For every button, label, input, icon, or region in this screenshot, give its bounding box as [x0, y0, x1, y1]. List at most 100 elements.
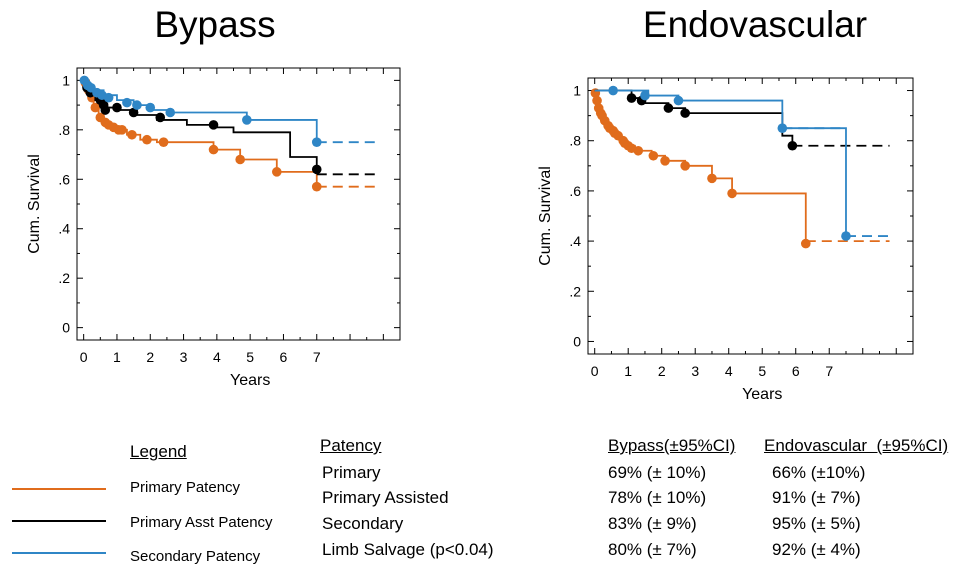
endovascular-chart: 0 1 2 3 4 5 6 7 0 .2 .4 .6 .8 1 Years Cum. Survival	[537, 77, 914, 403]
chart-title-endovascular: Endovascular	[642, 4, 868, 45]
table-header-endovascular: Endovascular (±95%CI)	[764, 436, 949, 455]
censor-point-secondary-patency	[777, 123, 788, 133]
censor-point-primary-patency	[142, 134, 152, 145]
censor-point-secondary-patency	[122, 97, 132, 108]
table-cell-endovascular: 91% (± 7%)	[772, 488, 861, 507]
censor-point-primary-patency	[727, 188, 737, 199]
censor-point-primary-patency	[660, 156, 670, 166]
table-cell-endovascular: 92% (± 4%)	[772, 540, 861, 559]
censor-point-primary-asst-patency	[112, 102, 122, 113]
plot-frame	[587, 77, 914, 355]
legend-heading: Legend	[130, 442, 187, 461]
censor-point-primary-patency	[208, 144, 219, 155]
y-axis-title: Cum. Survival	[26, 154, 43, 254]
table-row-label: Limb Salvage (p<0.04)	[322, 540, 494, 559]
table-cell-bypass: 69% (± 10%)	[608, 463, 707, 482]
x-axis-title: Years	[742, 386, 782, 403]
censor-point-secondary-patency	[242, 115, 252, 125]
x-tick-label: 2	[146, 349, 154, 365]
censor-point-primary-asst-patency	[787, 140, 798, 151]
censor-point-primary-patency	[707, 173, 717, 184]
censor-point-primary-patency	[800, 238, 811, 249]
x-tick-label: 4	[725, 363, 733, 379]
x-tick-label: 2	[658, 363, 666, 379]
y-tick-label: 0	[573, 333, 581, 349]
x-tick-label: 3	[691, 363, 699, 379]
censor-point-primary-asst-patency	[663, 103, 674, 113]
x-tick-label: 7	[313, 349, 321, 365]
table-header-patency: Patency	[320, 436, 382, 455]
censor-point-secondary-patency	[608, 85, 618, 96]
table-row-label: Primary	[322, 463, 381, 482]
censor-point-primary-patency	[633, 145, 644, 156]
series-line-secondary-patency	[594, 89, 847, 234]
x-tick-label: 5	[246, 349, 254, 365]
table-cell-endovascular: 66% (±10%)	[772, 463, 866, 482]
censor-point-primary-asst-patency	[208, 120, 219, 130]
x-tick-label: 3	[180, 349, 188, 365]
censor-point-primary-patency	[158, 137, 169, 147]
x-tick-label: 4	[213, 349, 221, 365]
legend-label-secondary: Secondary Patency	[130, 548, 261, 565]
y-tick-label: .4	[569, 233, 581, 249]
censor-point-secondary-patency	[132, 100, 142, 110]
censor-point-secondary-patency	[103, 92, 114, 103]
legend-label-primary-asst: Primary Asst Patency	[130, 514, 273, 531]
table-row-label: Secondary	[322, 514, 404, 533]
legend-line-primary	[12, 488, 106, 490]
legend-line-primary-asst	[12, 520, 106, 522]
censor-point-primary-patency	[592, 95, 602, 106]
censor-point-primary-patency	[90, 102, 101, 113]
x-axis-title: Years	[230, 372, 270, 389]
table-header-bypass: Bypass(±95%CI)	[608, 436, 736, 455]
y-tick-label: .2	[569, 283, 581, 299]
table-row-label: Primary Assisted	[322, 488, 449, 507]
table-cell-bypass: 78% (± 10%)	[608, 488, 707, 507]
table-cell-bypass: 80% (± 7%)	[608, 540, 697, 559]
censor-point-secondary-patency	[145, 102, 156, 113]
chart-title-bypass: Bypass	[154, 4, 276, 45]
x-tick-label: 0	[591, 363, 599, 379]
censor-point-primary-asst-patency	[128, 107, 139, 118]
censor-point-primary-asst-patency	[680, 108, 690, 118]
x-tick-label: 1	[113, 349, 121, 365]
censor-point-primary-patency	[271, 167, 282, 177]
censor-point-secondary-patency	[673, 95, 684, 106]
censor-point-primary-patency	[680, 161, 690, 171]
censor-point-primary-patency	[117, 125, 127, 135]
y-tick-label: .4	[58, 221, 70, 237]
censor-point-primary-patency	[311, 181, 322, 192]
censor-point-primary-patency	[648, 150, 659, 161]
legend-line-secondary	[12, 552, 106, 554]
x-tick-label: 0	[80, 349, 88, 365]
censor-point-secondary-patency	[841, 231, 851, 241]
y-axis-title: Cum. Survival	[537, 166, 554, 266]
censor-point-primary-asst-patency	[155, 112, 166, 123]
x-tick-label: 5	[758, 363, 766, 379]
censor-point-primary-patency	[127, 129, 137, 140]
censor-point-primary-asst-patency	[311, 164, 322, 175]
censor-point-primary-asst-patency	[626, 93, 637, 103]
censor-point-secondary-patency	[165, 107, 176, 118]
x-tick-label: 7	[825, 363, 833, 379]
x-tick-label: 6	[792, 363, 800, 379]
censor-point-secondary-patency	[311, 137, 322, 147]
table-cell-bypass: 83% (± 9%)	[608, 514, 697, 533]
y-tick-label: .2	[58, 270, 70, 286]
x-tick-label: 1	[624, 363, 632, 379]
y-tick-label: 1	[573, 83, 581, 99]
censor-point-secondary-patency	[640, 90, 650, 101]
legend-label-primary: Primary Patency	[130, 479, 241, 496]
y-tick-label: .8	[569, 133, 581, 149]
y-tick-label: .8	[58, 122, 70, 138]
y-tick-label: 0	[62, 320, 70, 336]
y-tick-label: 1	[62, 72, 70, 88]
bypass-chart: 0 1 2 3 4 5 6 7 0 .2 .4 .6 .8 1 Years Cum. Survival	[26, 67, 401, 389]
censor-point-primary-asst-patency	[100, 105, 111, 115]
plot-frame	[76, 67, 401, 341]
censor-point-primary-patency	[235, 154, 245, 165]
table-cell-endovascular: 95% (± 5%)	[772, 514, 861, 533]
x-tick-label: 6	[280, 349, 288, 365]
y-tick-label: .6	[58, 171, 70, 187]
y-tick-label: .6	[569, 183, 581, 199]
